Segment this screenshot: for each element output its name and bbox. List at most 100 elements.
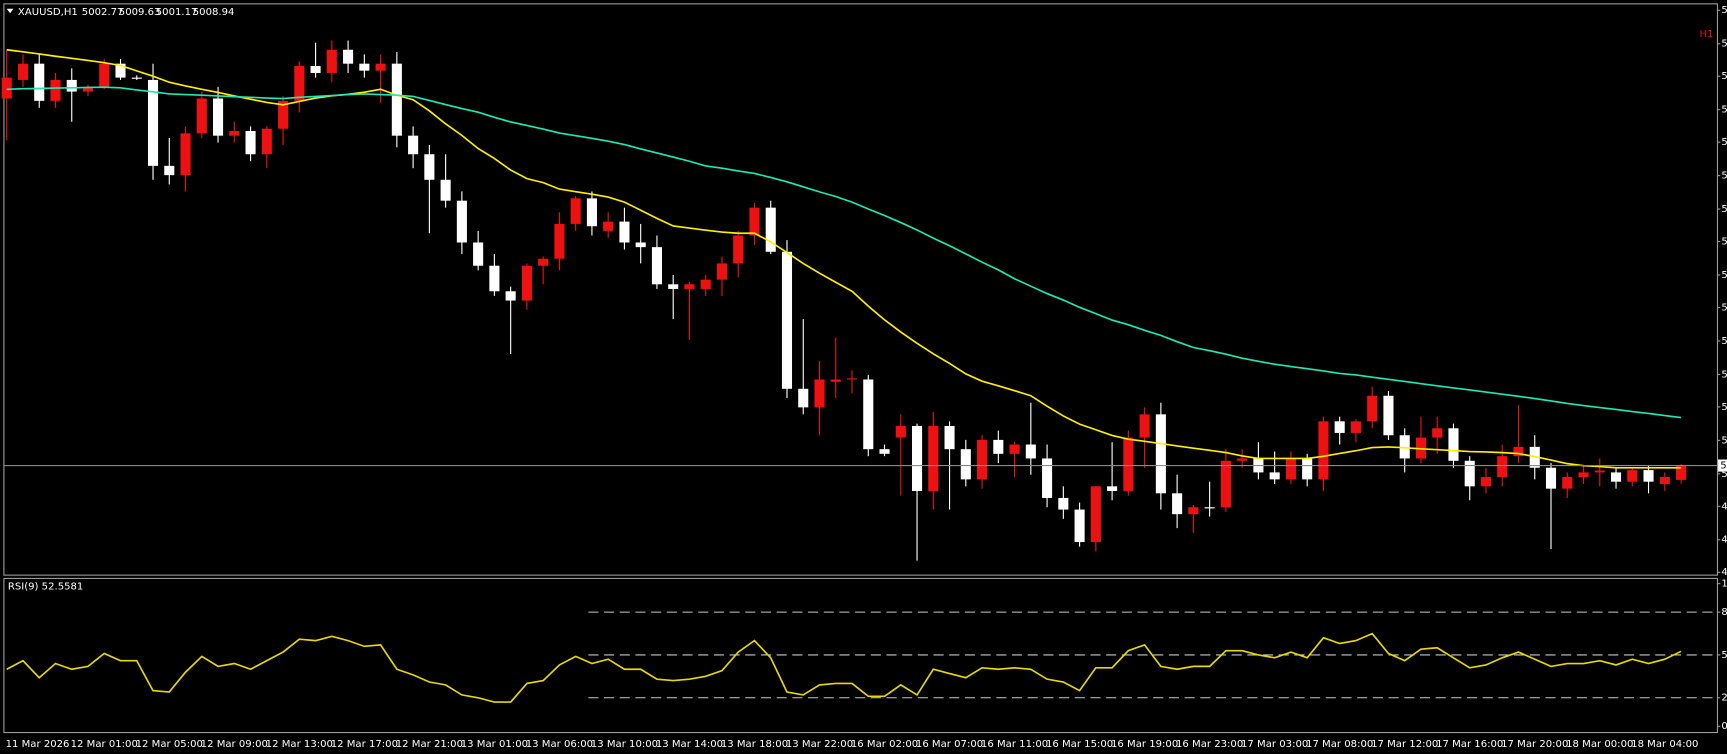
- candle-body: [586, 198, 597, 227]
- x-tick-label: 17 Mar 12:00: [1371, 739, 1438, 750]
- candle-body: [521, 265, 532, 301]
- y-tick-label: 5162.20: [1721, 105, 1727, 116]
- y-tick-label: 5205.00: [1721, 5, 1727, 16]
- candle-body: [66, 79, 77, 92]
- x-tick-label: 16 Mar 07:00: [916, 739, 983, 750]
- candle-body: [489, 265, 500, 292]
- candle-body: [603, 221, 614, 231]
- candle-body: [1480, 477, 1492, 487]
- candle-body: [229, 131, 240, 136]
- candle-body: [1562, 477, 1573, 489]
- x-tick-label: 12 Mar 09:00: [201, 739, 268, 750]
- moving-average: [6, 86, 1682, 419]
- y-tick-label: 5148.20: [1721, 137, 1727, 148]
- candle-body: [1610, 472, 1622, 482]
- y-tick-label: 100: [1721, 579, 1727, 590]
- candle-body: [668, 284, 679, 289]
- candle-body: [1578, 472, 1589, 478]
- candle-body: [716, 263, 728, 280]
- candle-body: [294, 66, 305, 101]
- candle-body: [1042, 458, 1053, 498]
- menu-arrow[interactable]: [6, 8, 14, 14]
- x-tick-label: 13 Mar 22:00: [786, 739, 853, 750]
- candle-body: [1545, 467, 1557, 489]
- y-tick-label: 5105.40: [1721, 237, 1727, 248]
- candle-body: [1497, 456, 1508, 478]
- x-tick-label: 13 Mar 14:00: [656, 739, 723, 750]
- x-tick-label: 17 Mar 20:00: [1501, 739, 1568, 750]
- candle-body: [1269, 472, 1280, 480]
- candle-body: [261, 128, 272, 155]
- candle-body: [310, 66, 321, 73]
- y-tick-label: 5119.40: [1721, 204, 1727, 215]
- candle-body: [245, 131, 256, 155]
- y-tick-label: 5005.40: [1721, 469, 1727, 480]
- x-tick-label: 13 Mar 06:00: [526, 739, 593, 750]
- candle-body: [440, 179, 451, 201]
- candle-body: [765, 207, 776, 252]
- y-tick-label: 20: [1721, 693, 1727, 704]
- indicator-title: RSI(9) 52.5581: [8, 582, 83, 593]
- candle-body: [1009, 444, 1020, 454]
- candle-body: [830, 379, 841, 382]
- candle-body: [82, 86, 94, 92]
- candle-body: [17, 63, 29, 80]
- x-tick-label: 17 Mar 16:00: [1436, 739, 1503, 750]
- x-tick-label: 12 Mar 13:00: [266, 739, 333, 750]
- candle-body: [944, 425, 955, 450]
- candle-body: [1025, 444, 1036, 459]
- x-tick-label: 18 Mar 00:00: [1566, 739, 1633, 750]
- candle-body: [993, 439, 1004, 454]
- x-tick-label: 16 Mar 19:00: [1111, 739, 1178, 750]
- candle-body: [1204, 507, 1215, 509]
- candle-body: [684, 284, 695, 289]
- candle-body: [115, 63, 126, 78]
- candle-body: [131, 77, 142, 79]
- x-tick-label: 12 Mar 01:00: [71, 739, 138, 750]
- candle-body: [1107, 486, 1118, 491]
- x-tick-label: 13 Mar 10:00: [591, 739, 658, 750]
- candle-body: [1448, 428, 1459, 461]
- candle-body: [1285, 458, 1296, 480]
- y-tick-label: 5019.80: [1721, 435, 1727, 446]
- price-panel-frame: [3, 3, 1719, 576]
- candle-body: [1302, 458, 1313, 480]
- candle-body: [1139, 414, 1150, 438]
- header-low: 5001.17: [156, 7, 198, 18]
- candle-body: [147, 79, 159, 166]
- candle-body: [1334, 421, 1345, 433]
- y-tick-label: 0: [1721, 721, 1727, 732]
- candle-body: [1, 77, 12, 99]
- candle-body: [408, 135, 419, 155]
- y-tick-label: 5077.00: [1721, 303, 1727, 314]
- candle-body: [879, 449, 890, 454]
- candle-body: [928, 425, 939, 491]
- candle-body: [1058, 497, 1069, 510]
- x-tick-label: 17 Mar 03:00: [1241, 739, 1308, 750]
- y-tick-label: 5091.00: [1721, 270, 1727, 281]
- y-tick-label: 5048.20: [1721, 369, 1727, 380]
- candle-body: [700, 279, 711, 289]
- candle-body: [1367, 395, 1378, 422]
- candle-body: [570, 198, 581, 224]
- candle-body: [1432, 428, 1443, 438]
- candle-body: [278, 100, 289, 129]
- y-tick-label: 4991.40: [1721, 501, 1727, 512]
- x-tick-label: 18 Mar 04:00: [1631, 739, 1698, 750]
- candle-body: [99, 63, 110, 87]
- candle-body: [196, 98, 207, 134]
- x-tick-label: 16 Mar 15:00: [1046, 739, 1113, 750]
- y-tick-label: 80: [1721, 607, 1727, 618]
- y-tick-label: 5034.20: [1721, 402, 1727, 413]
- candle-body: [781, 251, 793, 389]
- candle-body: [977, 439, 988, 480]
- y-tick-label: 4977.00: [1721, 535, 1727, 546]
- x-tick-label: 13 Mar 01:00: [461, 739, 528, 750]
- candle-body: [960, 449, 971, 480]
- price-label: 5008.94: [1720, 461, 1727, 472]
- candle-body: [180, 133, 191, 176]
- candle-body: [164, 165, 175, 176]
- candle-body: [1513, 446, 1524, 457]
